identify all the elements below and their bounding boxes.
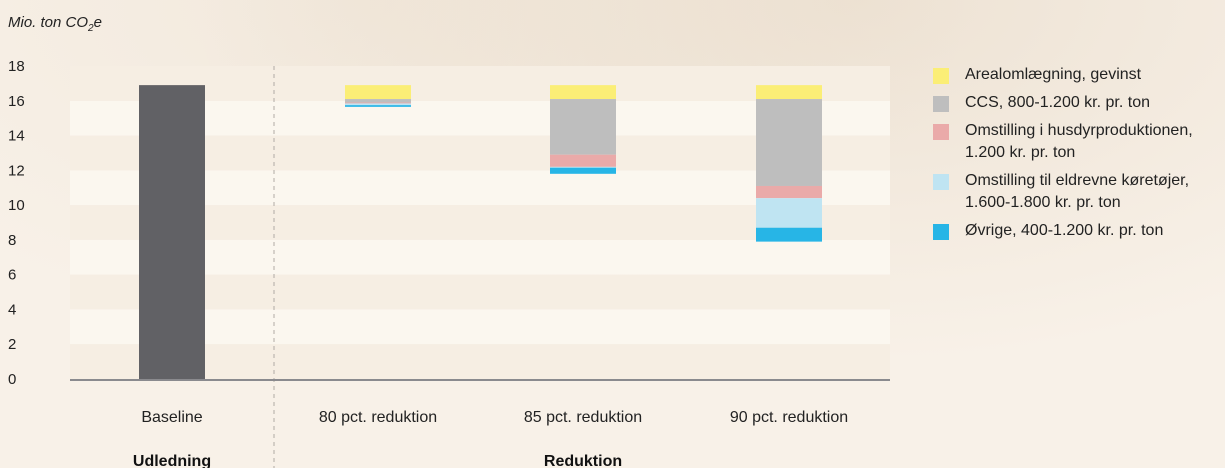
y-tick-labels: 0 2 4 6 8 10 12 14 16 18 [8, 58, 25, 388]
bar-segment [756, 227, 822, 242]
grid-band [70, 135, 890, 171]
legend-item: CCS, 800-1.200 kr. pr. ton [933, 92, 1225, 114]
y-tick-label: 10 [8, 197, 25, 214]
bar-baseline [139, 85, 205, 379]
bar-segment [345, 103, 411, 106]
bar-segment [550, 85, 616, 100]
bar-segment [345, 105, 411, 107]
bar-segment [550, 166, 616, 168]
grid-band [70, 205, 890, 240]
y-tick-label: 12 [8, 162, 25, 179]
legend-swatch [933, 96, 949, 112]
category-label: 90 pct. reduktion [730, 409, 848, 426]
y-tick-label: 8 [8, 232, 16, 249]
y-axis-label: Mio. ton CO2e [8, 14, 102, 34]
grid-band [70, 309, 890, 345]
y-tick-label: 18 [8, 58, 25, 75]
bar-segment [756, 99, 822, 186]
bar-segment [756, 198, 822, 228]
legend-label: 1.200 kr. pr. ton [965, 144, 1076, 161]
category-label: Baseline [141, 409, 202, 426]
bar-segment [756, 185, 822, 199]
bar-segment [345, 102, 411, 104]
y-tick-label: 16 [8, 93, 25, 110]
grid-band [70, 170, 890, 206]
group-label: Udledning [133, 453, 211, 468]
legend-label: 1.600-1.800 kr. pr. ton [965, 194, 1121, 211]
legend: Arealomlægning, gevinst CCS, 800-1.200 kr… [933, 64, 1225, 248]
legend-label: Øvrige, 400-1.200 kr. pr. ton [965, 222, 1164, 239]
legend-item: Omstilling til eldrevne køretøjer, 1.600-… [933, 170, 1225, 214]
group-labels: Udledning Reduktion [133, 453, 622, 468]
y-tick-label: 4 [8, 301, 16, 318]
legend-swatch [933, 124, 949, 140]
grid-band [70, 100, 890, 136]
y-tick-label: 14 [8, 128, 25, 145]
bar-segment [345, 85, 411, 100]
bar-segment [756, 85, 822, 100]
stacked-bar-chart: 0 2 4 6 8 10 12 14 16 18 Baseline 80 pct. reduktio… [8, 58, 890, 468]
legend-item: Øvrige, 400-1.200 kr. pr. ton [933, 220, 1225, 242]
group-label: Reduktion [544, 453, 622, 468]
bar-segment [550, 99, 616, 155]
category-label: 80 pct. reduktion [319, 409, 437, 426]
grid-band [70, 239, 890, 275]
legend-swatch [933, 224, 949, 240]
legend-swatch [933, 68, 949, 84]
category-label: 85 pct. reduktion [524, 409, 642, 426]
legend-label: Arealomlægning, gevinst [965, 66, 1142, 83]
bar-segment [550, 167, 616, 174]
grid-band [70, 344, 890, 379]
legend-label: Omstilling til eldrevne køretøjer, [965, 172, 1190, 189]
legend-label: CCS, 800-1.200 kr. pr. ton [965, 94, 1150, 111]
grid-bands [70, 66, 890, 379]
category-labels: Baseline 80 pct. reduktion 85 pct. redukti… [141, 409, 848, 426]
y-tick-label: 6 [8, 267, 16, 284]
bar-segment [345, 99, 411, 103]
y-tick-label: 2 [8, 336, 16, 353]
grid-band [70, 274, 890, 310]
legend-swatch [933, 174, 949, 190]
y-tick-label: 0 [8, 371, 16, 388]
legend-label: Omstilling i husdyrproduktionen, [965, 122, 1193, 139]
bar-segment [550, 154, 616, 167]
bars [139, 85, 822, 379]
grid-band [70, 66, 890, 101]
legend-item: Omstilling i husdyrproduktionen, 1.200 kr… [933, 120, 1225, 164]
legend-item: Arealomlægning, gevinst [933, 64, 1225, 86]
